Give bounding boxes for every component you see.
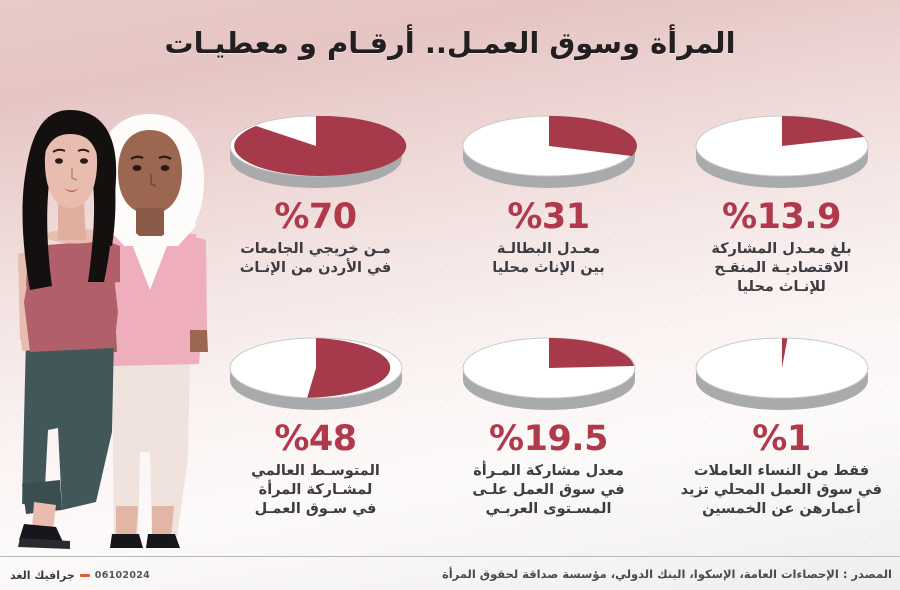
caption-line: في سوق العمل علـى — [472, 482, 625, 499]
caption-line: مـن خريجي الجامعات — [240, 241, 391, 257]
caption-line: فقط من النساء العاملات — [693, 463, 870, 479]
stat-card-global-female-labour-participation: %48 المتوسـط العالمي لمشـاركة المرأة في … — [199, 326, 432, 519]
caption-line: في سـوق العمـل — [254, 501, 377, 518]
stats-grid: %13.9 بلغ معـدل المشاركة الاقتصاديـة الم… — [198, 104, 898, 544]
stat-card-female-university-graduates: %70 مـن خريجي الجامعات في الأردن من الإن… — [199, 104, 432, 278]
caption-line: معدل مشاركة المـرأة — [473, 463, 624, 479]
credit-dash-icon — [79, 574, 90, 577]
two-women-illustration — [0, 86, 215, 554]
stat-percent: %13.9 — [722, 197, 841, 237]
stat-caption: فقط من النساء العاملات في سوق العمل المح… — [665, 462, 898, 519]
source-note: المصدر : الإحصاءات العامة، الإسكوا، البن… — [441, 567, 892, 581]
caption-line: في الأردن من الإنـاث — [239, 260, 392, 277]
pie-chart-global-female-labour-participation — [221, 326, 411, 418]
footer-divider — [0, 556, 900, 557]
pie-chart-economic-participation-rate — [687, 104, 877, 196]
caption-line: المسـتوى العربـي — [485, 501, 612, 518]
stat-card-working-women-over-fifty: %1 فقط من النساء العاملات في سوق العمل ا… — [665, 326, 898, 519]
caption-line: في سوق العمل المحلي تزيد — [680, 482, 882, 499]
stat-caption: معدل مشاركة المـرأة في سوق العمل علـى ال… — [432, 462, 665, 519]
page-title: المرأة وسوق العمـل.. أرقـام و معطيـات — [164, 26, 736, 60]
stat-percent: %48 — [274, 419, 357, 459]
stat-caption: بلغ معـدل المشاركة الاقتصاديـة المنقـح ل… — [665, 240, 898, 297]
caption-line: معـدل البطالـة — [496, 241, 601, 257]
caption-line: الاقتصاديـة المنقـح — [714, 260, 849, 277]
stat-percent: %70 — [274, 197, 357, 237]
stat-caption: معـدل البطالـة بين الإناث محليا — [432, 240, 665, 278]
caption-line: بلغ معـدل المشاركة — [711, 241, 852, 257]
credit-brand: جرافيك الغد — [10, 569, 75, 582]
credit-date: 06102024 — [94, 570, 151, 581]
stat-caption: المتوسـط العالمي لمشـاركة المرأة في سـوق… — [199, 462, 432, 519]
caption-line: بين الإناث محليا — [492, 260, 605, 277]
stat-card-economic-participation-rate: %13.9 بلغ معـدل المشاركة الاقتصاديـة الم… — [665, 104, 898, 297]
stat-percent: %31 — [507, 197, 590, 237]
pie-chart-working-women-over-fifty — [687, 326, 877, 418]
caption-line: المتوسـط العالمي — [251, 463, 380, 479]
caption-line: أعمارهن عن الخمسين — [702, 501, 861, 518]
stat-percent: %19.5 — [489, 419, 608, 459]
caption-line: للإنـاث محليا — [737, 279, 826, 296]
stat-percent: %1 — [752, 419, 811, 459]
caption-line: لمشـاركة المرأة — [258, 482, 373, 499]
stat-caption: مـن خريجي الجامعات في الأردن من الإنـاث — [199, 240, 432, 278]
graphic-credit: جرافيك الغد 06102024 — [10, 569, 150, 582]
stat-card-arab-female-labour-participation: %19.5 معدل مشاركة المـرأة في سوق العمل ع… — [432, 326, 665, 519]
stat-card-female-unemployment-rate: %31 معـدل البطالـة بين الإناث محليا — [432, 104, 665, 278]
pie-chart-arab-female-labour-participation — [454, 326, 644, 418]
pie-chart-female-university-graduates — [221, 104, 411, 196]
woman-long-hair — [18, 110, 120, 549]
pie-chart-female-unemployment-rate — [454, 104, 644, 196]
